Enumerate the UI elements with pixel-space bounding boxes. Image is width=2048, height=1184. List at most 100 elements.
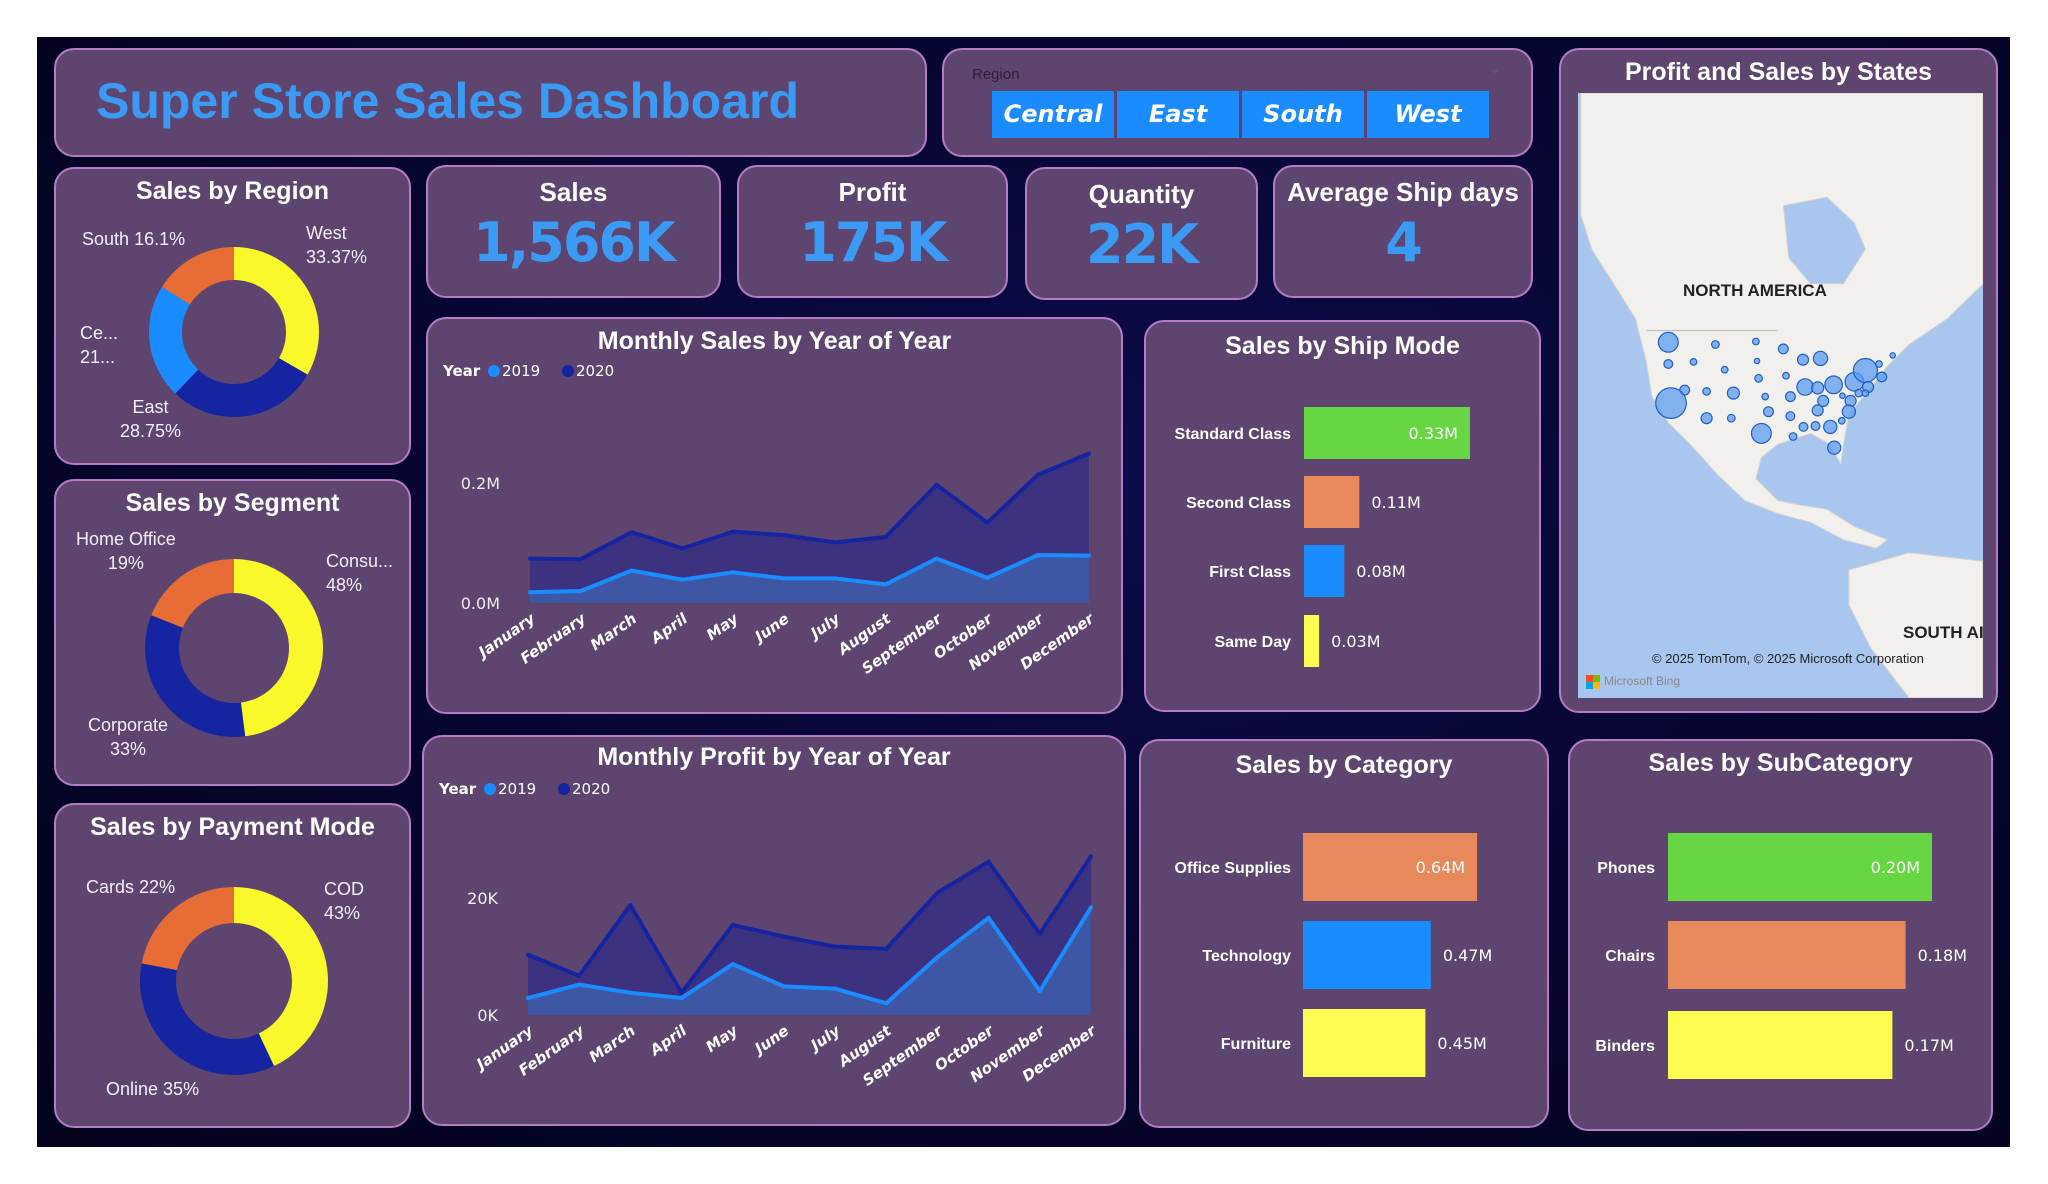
chevron-down-icon[interactable]: ⌄ bbox=[1489, 60, 1501, 76]
donut-slice-corporate bbox=[144, 615, 246, 737]
bar-value-label: 0.17M bbox=[1904, 1036, 1953, 1055]
bar-category-label: Office Supplies bbox=[1175, 860, 1292, 877]
chart-title: Profit and Sales by States bbox=[1624, 58, 1933, 86]
bar-category-label: Standard Class bbox=[1175, 426, 1292, 443]
data-point-2019 bbox=[884, 1001, 889, 1006]
land-south-america bbox=[1848, 552, 1983, 698]
monthly-profit-panel: Monthly Profit by Year of Year Year 2019 2… bbox=[422, 735, 1126, 1126]
chart-title: Sales by Payment Mode bbox=[90, 813, 375, 841]
bing-logo-text: Microsoft Bing bbox=[1604, 674, 1681, 688]
bar bbox=[1303, 921, 1431, 989]
data-point-2019 bbox=[577, 982, 582, 987]
kpi-value: 4 bbox=[1385, 211, 1423, 274]
monthly-sales-panel: Monthly Sales by Year of Year Year 2019 20… bbox=[426, 317, 1123, 714]
bar-value-label: 0.18M bbox=[1918, 946, 1967, 965]
legend-label-2019: 2019 bbox=[498, 780, 536, 798]
bar-value-label: 0.33M bbox=[1409, 424, 1458, 443]
state-bubble bbox=[1763, 406, 1775, 418]
state-bubble bbox=[1876, 371, 1888, 383]
data-point-2020 bbox=[832, 540, 837, 545]
data-point-2019 bbox=[833, 986, 838, 991]
map-attribution: © 2025 TomTom, © 2025 Microsoft Corporat… bbox=[1652, 651, 1924, 666]
bar bbox=[1304, 407, 1470, 459]
sales-by-ship-mode-panel: Sales by Ship Mode Standard Class 0.33M Se… bbox=[1144, 320, 1541, 712]
state-bubble bbox=[1663, 359, 1674, 370]
donut-slice-east bbox=[175, 358, 308, 417]
data-point-2019 bbox=[1087, 553, 1091, 558]
kpi-title: Sales bbox=[539, 177, 608, 207]
data-point-2020 bbox=[1087, 451, 1091, 456]
slicer-option-east[interactable]: East bbox=[1117, 91, 1239, 138]
bar-value-label: 0.03M bbox=[1331, 632, 1380, 651]
slice-label-central: Ce... 21... bbox=[80, 323, 119, 367]
data-point-2019 bbox=[730, 962, 735, 967]
slice-label-corporate: Corporate 33% bbox=[88, 715, 169, 759]
microsoft-logo bbox=[1586, 675, 1600, 689]
legend-marker-2019 bbox=[484, 783, 496, 795]
kpi-ship-days-card: Average Ship days 4 bbox=[1273, 165, 1533, 298]
data-point-2019 bbox=[526, 996, 530, 1001]
state-bubble bbox=[1710, 340, 1720, 349]
state-bubble bbox=[1751, 337, 1760, 346]
data-point-2019 bbox=[935, 955, 940, 960]
data-point-2020 bbox=[935, 890, 940, 895]
x-tick-label: April bbox=[647, 609, 692, 648]
bar-value-label: 0.20M bbox=[1871, 858, 1920, 877]
bar-category-label: First Class bbox=[1209, 564, 1291, 581]
data-point-2019 bbox=[782, 576, 787, 581]
state-bubble bbox=[1827, 440, 1842, 455]
bar-category-label: Second Class bbox=[1186, 495, 1291, 512]
bar-value-label: 0.47M bbox=[1443, 946, 1492, 965]
title-panel: Super Store Sales Dashboard bbox=[54, 48, 927, 157]
bar-category-label: Chairs bbox=[1605, 948, 1655, 965]
state-bubble bbox=[1817, 394, 1830, 407]
state-bubble bbox=[1761, 392, 1770, 401]
bar-value-label: 0.45M bbox=[1437, 1034, 1486, 1053]
state-bubble bbox=[1824, 375, 1844, 395]
slice-label-east: East 28.75% bbox=[120, 397, 182, 441]
slicer-option-south[interactable]: South bbox=[1242, 91, 1364, 138]
data-point-2020 bbox=[884, 946, 889, 951]
state-bubble bbox=[1785, 411, 1796, 422]
data-point-2019 bbox=[528, 590, 532, 595]
slice-label-cards: Cards 22% bbox=[86, 877, 176, 897]
state-bubble bbox=[1726, 413, 1736, 423]
state-bubble bbox=[1839, 392, 1846, 400]
state-bubble bbox=[1811, 404, 1824, 417]
state-bubble bbox=[1700, 412, 1713, 425]
state-bubble bbox=[1823, 419, 1838, 435]
land-north-america bbox=[1580, 93, 1983, 549]
kpi-quantity-card: Quantity 22K bbox=[1025, 167, 1258, 300]
chart-title: Sales by SubCategory bbox=[1648, 749, 1913, 777]
donut-slice-central bbox=[149, 286, 199, 394]
state-bubble bbox=[1861, 389, 1870, 398]
kpi-value: 22K bbox=[1086, 213, 1199, 276]
kpi-title: Profit bbox=[838, 177, 907, 207]
bar-category-label: Furniture bbox=[1221, 1036, 1291, 1053]
y-tick-label: 0.2M bbox=[461, 474, 500, 493]
map-view[interactable]: NORTH AMERICA SOUTH AI © 2025 TomTom, © … bbox=[1578, 93, 1983, 698]
data-point-2020 bbox=[1089, 854, 1093, 859]
data-point-2020 bbox=[628, 903, 633, 908]
data-point-2019 bbox=[985, 575, 990, 580]
series-line-2020 bbox=[529, 451, 1090, 562]
state-bubble bbox=[1788, 432, 1798, 441]
donut-slice-south bbox=[161, 247, 234, 305]
donut-slice-cards bbox=[141, 887, 234, 971]
data-point-2020 bbox=[782, 533, 787, 538]
data-point-2019 bbox=[679, 996, 684, 1001]
state-bubble bbox=[1875, 360, 1883, 368]
kpi-value: 175K bbox=[799, 211, 948, 274]
data-point-2020 bbox=[833, 944, 838, 949]
map-label-south-america: SOUTH AI bbox=[1903, 623, 1983, 642]
data-point-2020 bbox=[1036, 472, 1041, 477]
x-tick-label: June bbox=[749, 610, 792, 648]
slicer-option-west[interactable]: West bbox=[1367, 91, 1489, 138]
slice-label-west: West 33.37% bbox=[306, 223, 368, 267]
slicer-option-central[interactable]: Central bbox=[992, 91, 1114, 138]
slice-label-cod: COD 43% bbox=[324, 879, 364, 923]
state-bubble bbox=[1796, 378, 1814, 396]
area-fill-2019 bbox=[528, 907, 1091, 1015]
donut-slice-online bbox=[140, 963, 275, 1075]
donut-slice-consumer bbox=[234, 559, 323, 737]
